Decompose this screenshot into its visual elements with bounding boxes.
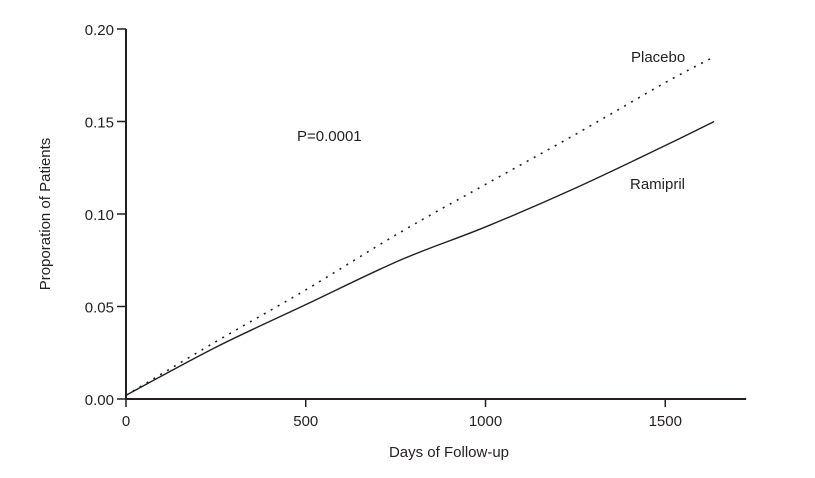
series-group xyxy=(125,56,715,396)
x-tick-label: 0 xyxy=(122,413,130,430)
series-label-ramipril: Ramipril xyxy=(630,176,685,193)
x-tick-label: 1500 xyxy=(649,413,682,430)
series-label-placebo: Placebo xyxy=(631,49,685,66)
y-axis-label: Proporation of Patients xyxy=(37,138,54,291)
axes: 0.00 0.05 0.10 0.15 0.20 0 500 1000 1500 xyxy=(85,22,747,430)
series-line-placebo xyxy=(125,56,715,396)
y-tick-label: 0.15 xyxy=(85,115,114,132)
x-tick-label: 500 xyxy=(293,413,318,430)
x-tick-label: 1000 xyxy=(469,413,502,430)
y-tick-label: 0.20 xyxy=(85,22,114,39)
x-axis-label: Days of Follow-up xyxy=(389,444,509,461)
p-value-annotation: P=0.0001 xyxy=(297,128,362,145)
series-line-ramipril xyxy=(125,120,715,396)
y-tick-label: 0.05 xyxy=(85,300,114,317)
y-tick-label: 0.10 xyxy=(85,207,114,224)
y-tick-label: 0.00 xyxy=(85,392,114,409)
